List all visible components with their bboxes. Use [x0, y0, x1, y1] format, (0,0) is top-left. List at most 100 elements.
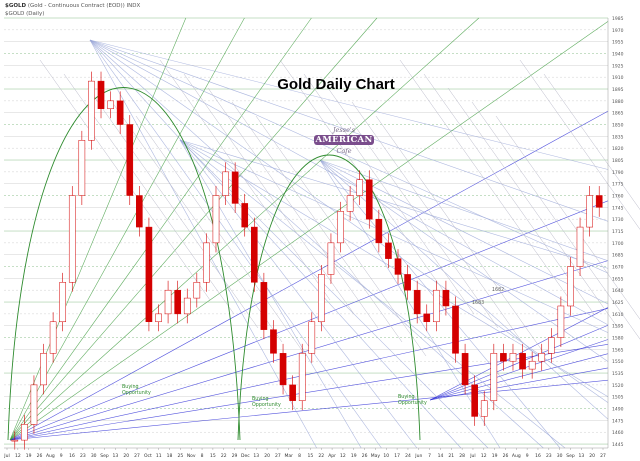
candle-body — [164, 289, 172, 315]
y-tick-label: 1820 — [612, 146, 624, 152]
y-tick-label: 1880 — [612, 99, 624, 105]
x-tick-label: 27 — [275, 453, 281, 459]
candle-body — [279, 353, 287, 386]
symbol-description: (Gold - Continuous Contract (EOD)) INDX — [27, 3, 141, 9]
fan-line — [375, 115, 547, 357]
candle-body — [385, 242, 392, 259]
candle-body — [126, 124, 134, 196]
candle-body — [68, 195, 76, 283]
x-tick-label: 23 — [546, 453, 552, 459]
y-tick-label: 1895 — [612, 87, 624, 93]
x-tick-label: 8 — [298, 453, 301, 459]
y-tick-label: 1475 — [612, 418, 624, 424]
candle-body — [356, 179, 364, 196]
candle-body — [145, 226, 153, 323]
fan-line — [423, 73, 595, 315]
candle-body — [528, 360, 536, 370]
x-tick-label: 22 — [318, 453, 324, 459]
arc-curve — [7, 87, 241, 441]
x-tick-label: 21 — [448, 453, 454, 459]
candle-body — [337, 211, 344, 244]
fan-line — [89, 39, 609, 326]
fan-line — [279, 59, 451, 301]
fan-line — [319, 159, 609, 262]
fan-line — [9, 17, 378, 441]
candle-body — [88, 80, 95, 141]
fan-line — [89, 39, 382, 449]
candle-body — [30, 384, 38, 425]
fan-line — [89, 39, 609, 222]
x-tick-label: 15 — [308, 453, 314, 459]
candle-body — [423, 313, 431, 323]
y-tick-label: 1670 — [612, 265, 624, 271]
fan-line — [39, 59, 211, 301]
x-tick-label: 24 — [405, 453, 411, 459]
fan-line — [429, 307, 609, 401]
fan-line — [179, 139, 566, 449]
y-tick-label: 1745 — [612, 205, 624, 211]
candle-body — [442, 289, 450, 307]
fan-line — [89, 39, 609, 274]
fan-line — [9, 110, 609, 441]
fan-line — [399, 59, 571, 301]
x-tick-label: May — [371, 453, 381, 459]
fan-line — [519, 59, 640, 230]
x-tick-label: 7 — [428, 453, 431, 459]
candle-body — [222, 171, 229, 196]
x-tick-label: 13 — [253, 453, 259, 459]
candle-body — [116, 100, 124, 125]
x-tick-label: 14 — [438, 453, 444, 459]
candle-body — [250, 226, 258, 283]
fan-line — [179, 139, 362, 449]
candle-body — [471, 384, 478, 417]
candle-body — [107, 100, 114, 109]
fan-line — [207, 87, 379, 329]
candle-body — [586, 195, 593, 228]
x-tick-label: 19 — [26, 453, 32, 459]
candle-body — [509, 353, 517, 362]
fan-line — [447, 87, 619, 329]
x-tick-label: 16 — [535, 453, 541, 459]
candle-body — [183, 297, 191, 315]
candle-body — [480, 400, 488, 417]
fan-line — [179, 139, 609, 333]
buying-opportunity-label: Opportunity — [252, 402, 281, 408]
y-tick-label: 1850 — [612, 123, 624, 129]
fan-line — [429, 324, 609, 401]
fan-line — [429, 353, 609, 401]
candle-body — [346, 195, 354, 212]
x-tick-label: Jul — [3, 453, 9, 459]
x-tick-label: 27 — [134, 453, 140, 459]
candle-body — [136, 195, 143, 228]
y-tick-label: 1505 — [612, 395, 624, 401]
y-tick-label: 1760 — [612, 194, 624, 200]
x-tick-label: 30 — [91, 453, 97, 459]
y-tick-label: 1535 — [612, 371, 624, 377]
buying-opportunity-label: Opportunity — [122, 390, 151, 396]
x-tick-label: Sep — [100, 453, 109, 459]
candle-body — [59, 282, 67, 323]
x-tick-label: 11 — [156, 453, 162, 459]
candle-body — [595, 195, 603, 208]
symbol-label: $GOLD — [5, 3, 27, 9]
candle-body — [413, 289, 421, 315]
fan-line — [319, 159, 561, 449]
candle-body — [567, 266, 574, 307]
candle-body — [519, 353, 526, 370]
candle-body — [155, 313, 162, 323]
candle-body — [308, 321, 316, 354]
y-tick-label: 1775 — [612, 182, 624, 188]
candle-body — [241, 203, 249, 228]
candle-body — [490, 353, 498, 401]
y-tick-label: 1490 — [612, 407, 624, 413]
candle-body — [298, 353, 306, 401]
fan-line — [9, 17, 187, 441]
candle-body — [327, 242, 335, 275]
x-tick-label: 13 — [112, 453, 118, 459]
logo-text-middle: AMERICAN — [314, 135, 374, 145]
candle-body — [78, 140, 86, 196]
x-tick-label: 27 — [600, 453, 606, 459]
x-tick-label: 12 — [340, 453, 346, 459]
y-tick-label: 1595 — [612, 324, 624, 330]
candle-body — [576, 226, 584, 267]
